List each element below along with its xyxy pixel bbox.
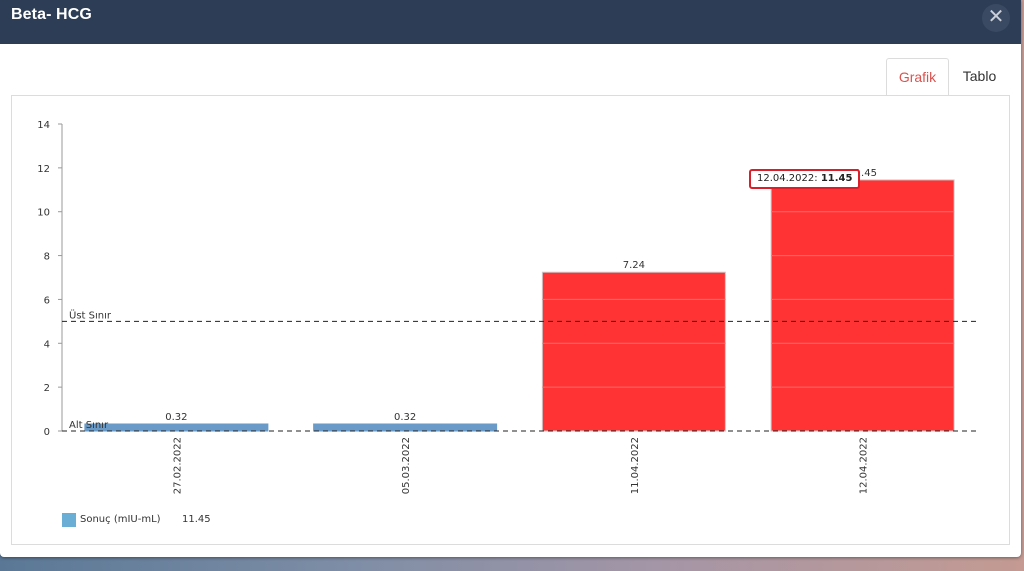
bar-chart: 0 2 4 6 8 10 12 14 0.32 27.02.2022 0.32 05.03.2022 7… bbox=[37, 120, 977, 494]
x-tick-label: 05.03.2022 bbox=[401, 437, 412, 494]
y-tick-label: 2 bbox=[44, 383, 50, 394]
chart-panel: 0 2 4 6 8 10 12 14 0.32 27.02.2022 0.32 05.03.2022 7… bbox=[11, 95, 1010, 545]
modal-header: Beta- HCG ✕ bbox=[0, 0, 1021, 44]
x-tick-label: 12.04.2022 bbox=[859, 437, 870, 494]
y-tick-label: 0 bbox=[44, 427, 50, 438]
tooltip-date: 12.04.2022 bbox=[757, 173, 815, 184]
y-tick-label: 14 bbox=[37, 120, 50, 131]
y-tick-label: 8 bbox=[44, 252, 50, 263]
tab-grafik[interactable]: Grafik bbox=[886, 58, 949, 96]
y-tick-label: 12 bbox=[37, 164, 50, 175]
y-tick-label: 10 bbox=[37, 208, 50, 219]
y-tick-label: 6 bbox=[44, 295, 50, 306]
modal-title: Beta- HCG bbox=[11, 6, 92, 23]
reference-line-label: Üst Sınır bbox=[69, 308, 112, 321]
bar bbox=[84, 423, 269, 432]
tooltip-value: 11.45 bbox=[820, 173, 853, 184]
bar bbox=[313, 423, 498, 432]
x-tick-label: 27.02.2022 bbox=[172, 437, 183, 494]
tab-tablo[interactable]: Tablo bbox=[962, 68, 997, 84]
legend-label: Sonuç (mIU-mL) bbox=[80, 514, 161, 525]
chart-tooltip: 12.04.2022: 11.45 bbox=[749, 169, 861, 189]
bar-value-label: 7.24 bbox=[623, 260, 645, 271]
bar bbox=[770, 179, 955, 432]
modal: Beta- HCG ✕ Grafik Tablo 0 2 4 6 8 10 12 14 0.32… bbox=[0, 0, 1021, 545]
reference-line-label: Alt Sınır bbox=[69, 420, 109, 431]
close-icon[interactable]: ✕ bbox=[982, 4, 1010, 32]
bar-value-label: 0.32 bbox=[394, 412, 416, 423]
y-tick-label: 4 bbox=[44, 339, 50, 350]
legend-value: 11.45 bbox=[182, 514, 211, 525]
bar-value-label: 0.32 bbox=[165, 412, 187, 423]
bar-value-label: 11.45 bbox=[848, 168, 877, 179]
legend-swatch bbox=[62, 513, 76, 527]
bar bbox=[541, 271, 726, 432]
x-tick-label: 11.04.2022 bbox=[630, 437, 641, 494]
